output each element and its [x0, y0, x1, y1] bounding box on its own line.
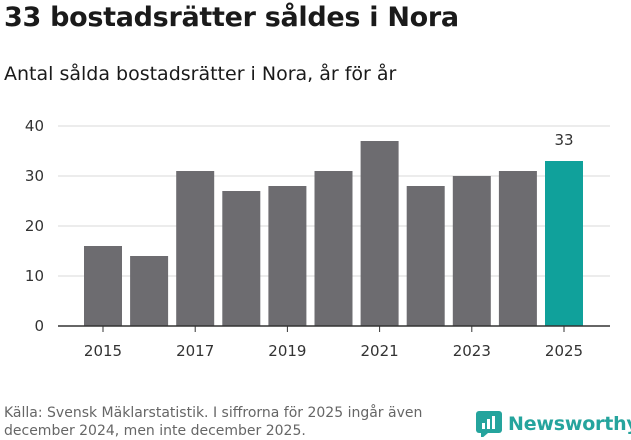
- bar-chart: 0 10 20 30 40 33 2015 2017 2019 2021 2023 2025: [25, 117, 610, 360]
- y-tick-label: 20: [25, 217, 44, 235]
- brand-name: Newsworthy: [508, 413, 631, 435]
- bar-2020: [314, 171, 353, 326]
- newsworthy-icon: [476, 411, 502, 437]
- chart-title: 33 bostadsrätter såldes i Nora: [4, 2, 459, 33]
- source-note: Källa: Svensk Mäklarstatistik. I siffror…: [4, 405, 423, 439]
- y-tick-label: 30: [25, 167, 44, 185]
- x-tick-label: 2019: [268, 342, 306, 360]
- bar-2019: [268, 186, 307, 326]
- data-label: 33: [554, 131, 573, 149]
- newsworthy-logo[interactable]: Newsworthy: [476, 410, 631, 438]
- bar-2023: [452, 176, 491, 326]
- bar-2024: [498, 171, 537, 326]
- bar-2016: [130, 256, 169, 326]
- x-tick-label: 2025: [545, 342, 583, 360]
- x-tick-label: 2021: [361, 342, 399, 360]
- bar-2017: [176, 171, 215, 326]
- bar-2021: [360, 141, 399, 326]
- bar-2022: [406, 186, 445, 326]
- bar-2025: [545, 161, 583, 326]
- y-tick-label: 40: [25, 117, 44, 135]
- y-tick-label: 10: [25, 267, 44, 285]
- x-tick-label: 2015: [84, 342, 122, 360]
- x-tick-label: 2023: [453, 342, 491, 360]
- bar-2018: [222, 191, 261, 326]
- bar-2015: [84, 246, 122, 326]
- chart-subtitle: Antal sålda bostadsrätter i Nora, år för…: [4, 63, 397, 85]
- y-tick-label: 0: [34, 317, 44, 335]
- x-tick-label: 2017: [176, 342, 214, 360]
